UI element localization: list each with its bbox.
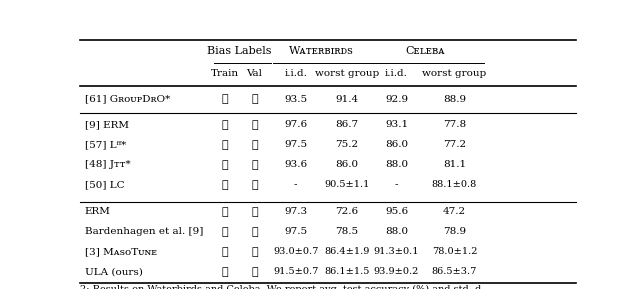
Text: ✓: ✓ <box>252 160 258 170</box>
Text: 97.3: 97.3 <box>284 207 307 216</box>
Text: 75.2: 75.2 <box>335 140 358 149</box>
Text: ✗: ✗ <box>221 266 228 277</box>
Text: 86.7: 86.7 <box>335 120 358 129</box>
Text: worst group: worst group <box>422 69 486 78</box>
Text: Bias Labels: Bias Labels <box>207 46 272 56</box>
Text: 93.6: 93.6 <box>284 160 307 169</box>
Text: 93.0±0.7: 93.0±0.7 <box>273 247 319 256</box>
Text: 93.5: 93.5 <box>284 95 307 104</box>
Text: worst group: worst group <box>315 69 379 78</box>
Text: -: - <box>294 180 298 189</box>
Text: i.i.d.: i.i.d. <box>284 69 307 78</box>
Text: ✗: ✗ <box>221 226 228 237</box>
Text: ULA (ours): ULA (ours) <box>85 267 143 276</box>
Text: 78.5: 78.5 <box>335 227 358 236</box>
Text: 86.1±1.5: 86.1±1.5 <box>324 267 369 276</box>
Text: Cᴇʟᴇʙᴀ: Cᴇʟᴇʙᴀ <box>406 46 445 56</box>
Text: ✗: ✗ <box>252 246 258 257</box>
Text: 91.3±0.1: 91.3±0.1 <box>374 247 419 256</box>
Text: [3] MᴀsᴏTᴜɴᴇ: [3] MᴀsᴏTᴜɴᴇ <box>85 247 157 256</box>
Text: ✗: ✗ <box>252 266 258 277</box>
Text: 81.1: 81.1 <box>443 160 466 169</box>
Text: 95.6: 95.6 <box>385 207 408 216</box>
Text: ✗: ✗ <box>221 159 228 170</box>
Text: ERM: ERM <box>85 207 111 216</box>
Text: 93.1: 93.1 <box>385 120 408 129</box>
Text: -: - <box>395 180 398 189</box>
Text: 88.0: 88.0 <box>385 160 408 169</box>
Text: 90.5±1.1: 90.5±1.1 <box>324 180 369 189</box>
Text: 86.4±1.9: 86.4±1.9 <box>324 247 369 256</box>
Text: ✗: ✗ <box>221 246 228 257</box>
Text: ✗: ✗ <box>221 139 228 150</box>
Text: 97.6: 97.6 <box>284 120 307 129</box>
Text: ✓: ✓ <box>252 180 258 190</box>
Text: 47.2: 47.2 <box>443 207 466 216</box>
Text: ✗: ✗ <box>221 119 228 130</box>
Text: [61] GʀᴏᴜᴘDʀO*: [61] GʀᴏᴜᴘDʀO* <box>85 95 170 104</box>
Text: 97.5: 97.5 <box>284 140 307 149</box>
Text: 86.0: 86.0 <box>335 160 358 169</box>
Text: 86.5±3.7: 86.5±3.7 <box>432 267 477 276</box>
Text: ✓: ✓ <box>221 94 228 104</box>
Text: Val: Val <box>246 69 262 78</box>
Text: ✓: ✓ <box>252 140 258 150</box>
Text: [48] Jᴛᴛ*: [48] Jᴛᴛ* <box>85 160 131 169</box>
Text: Train: Train <box>211 69 239 78</box>
Text: 93.9±0.2: 93.9±0.2 <box>374 267 419 276</box>
Text: 88.0: 88.0 <box>385 227 408 236</box>
Text: [50] LC: [50] LC <box>85 180 125 189</box>
Text: 97.5: 97.5 <box>284 227 307 236</box>
Text: 91.4: 91.4 <box>335 95 358 104</box>
Text: 77.2: 77.2 <box>443 140 466 149</box>
Text: Bardenhagen et al. [9]: Bardenhagen et al. [9] <box>85 227 204 236</box>
Text: 86.0: 86.0 <box>385 140 408 149</box>
Text: 78.9: 78.9 <box>443 227 466 236</box>
Text: 92.9: 92.9 <box>385 95 408 104</box>
Text: ✗: ✗ <box>221 206 228 217</box>
Text: 2: Results on Waterbirds and Celeba. We report avg. test accuracy (%) and std. d: 2: Results on Waterbirds and Celeba. We … <box>80 285 481 289</box>
Text: i.i.d.: i.i.d. <box>385 69 408 78</box>
Text: ✗: ✗ <box>252 226 258 237</box>
Text: [9] ERM: [9] ERM <box>85 120 129 129</box>
Text: 88.9: 88.9 <box>443 95 466 104</box>
Text: ✓: ✓ <box>252 120 258 130</box>
Text: 78.0±1.2: 78.0±1.2 <box>432 247 477 256</box>
Text: 91.5±0.7: 91.5±0.7 <box>273 267 319 276</box>
Text: 72.6: 72.6 <box>335 207 358 216</box>
Text: 77.8: 77.8 <box>443 120 466 129</box>
Text: ✗: ✗ <box>252 206 258 217</box>
Text: [57] Lᶠᶠ*: [57] Lᶠᶠ* <box>85 140 126 149</box>
Text: ✓: ✓ <box>252 94 258 104</box>
Text: 88.1±0.8: 88.1±0.8 <box>432 180 477 189</box>
Text: Wᴀᴛᴇʀʙɪʀᴅs: Wᴀᴛᴇʀʙɪʀᴅs <box>289 46 354 56</box>
Text: ✗: ✗ <box>221 179 228 190</box>
